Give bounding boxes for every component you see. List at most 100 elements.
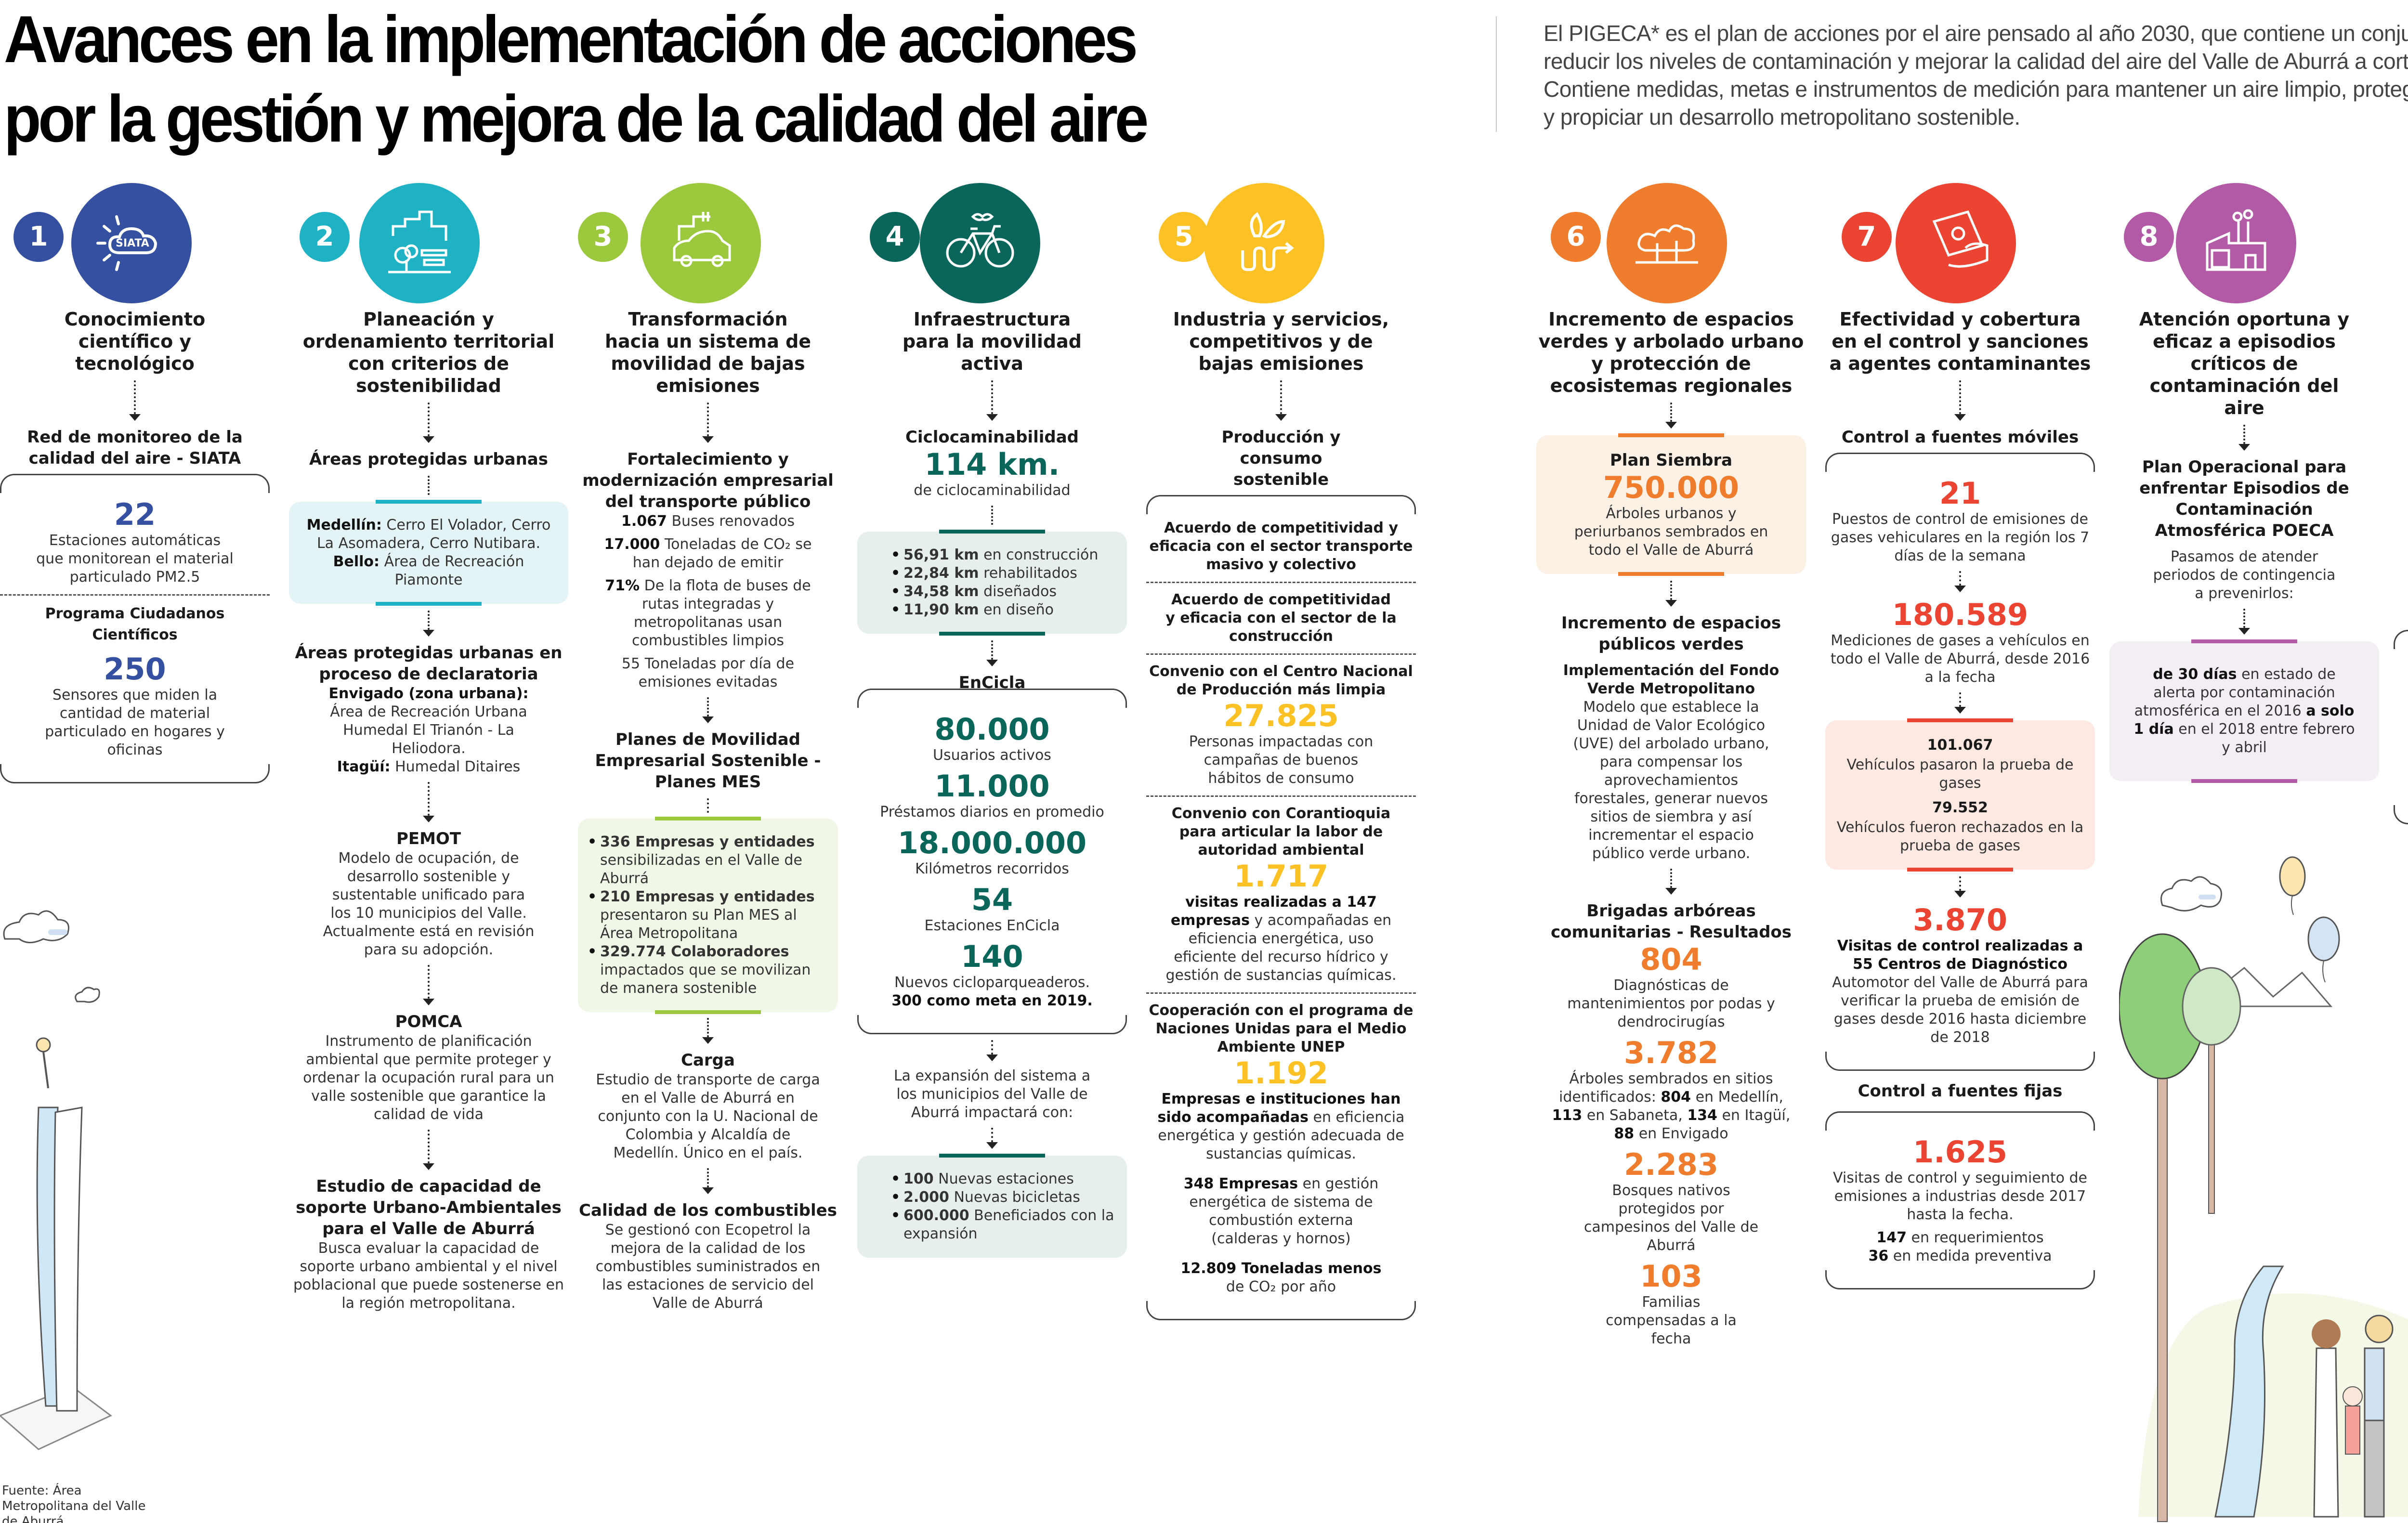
pemot-text: Modelo de ocupación, de desarrollo soste… (323, 850, 535, 958)
stat-value: 80.000 (934, 712, 1050, 747)
plan-siembra-title: Plan Siembra (1610, 451, 1733, 470)
bracket-top (0, 474, 270, 493)
stat-value: 140 (961, 939, 1023, 974)
stat-value: 11.000 (934, 768, 1050, 804)
page-title: Avances en la implementación de acciones… (4, 0, 1360, 159)
expansion-panel: 100 Nuevas estaciones 2.000 Nuevas bicic… (857, 1154, 1127, 1258)
bracket-top (1825, 1111, 2095, 1131)
axis-number-badge: 5 (1159, 212, 1209, 262)
rejected-label: Vehículos fueron rechazados en la prueba… (1836, 819, 2084, 854)
subsection-title: Ciclocaminabilidad (905, 428, 1079, 447)
electric-car-icon (641, 183, 761, 303)
stat-value: 27.825 (1223, 698, 1339, 733)
factory-icon (2176, 183, 2296, 303)
axis-number-badge: 6 (1551, 212, 1601, 262)
stat-value: 3.870 (1912, 902, 2008, 937)
gas-test-panel: 101.067 Vehículos pasaron la prueba de g… (1825, 718, 2095, 872)
family-illustration (2312, 1315, 2394, 1518)
axis-7: 7 Efectividad y cobertura en el control … (1825, 183, 2095, 1294)
estudio-text: Busca evaluar la capacidad de soporte ur… (293, 1240, 564, 1312)
flow-arrow (701, 697, 715, 723)
balloon-yellow-icon (2279, 856, 2306, 915)
flow-arrow (421, 403, 436, 443)
stat-value: 18.000.000 (897, 825, 1087, 860)
axis-number-badge: 3 (578, 212, 628, 262)
stat-value: 3.782 (1623, 1035, 1719, 1070)
bracket-bottom (0, 764, 270, 783)
flow-arrow (985, 640, 999, 666)
axis-title: Incremento de espacios verdes y arbolado… (1538, 309, 1804, 396)
title-line-1: Avances en la implementación de acciones (4, 2, 1138, 77)
source-note: Fuente: Área Metropolitana del Valle de … (2, 1484, 146, 1523)
axis-number-badge: 1 (13, 212, 64, 262)
flow-arrow (421, 1130, 436, 1170)
combustibles-text: Se gestionó con Ecopetrol la mejora de l… (595, 1222, 821, 1312)
divider (1146, 582, 1416, 583)
stat-label: Familias compensadas a la fecha (1606, 1294, 1737, 1347)
axis-title: Infraestructura para la movilidad activa (903, 309, 1082, 374)
rejected-value: 79.552 (1932, 799, 1988, 816)
subsection-title: Control a fuentes fijas (1858, 1081, 2063, 1101)
list-item: 600.000 Beneficiados con la expansión (891, 1207, 1117, 1243)
leaf-growth-icon (1204, 183, 1324, 303)
intro-paragraph: El PIGECA* es el plan de acciones por el… (1544, 21, 2408, 130)
axis-8: 8 Atención oportuna y eficaz a episodios… (2109, 183, 2379, 788)
axis-number-badge: 4 (870, 212, 920, 262)
carga-text: Estudio de transporte de carga en el Val… (596, 1071, 820, 1161)
subsection-title: Planes de Movilidad Empresarial Sostenib… (595, 730, 821, 792)
header-divider (1496, 16, 1497, 132)
axis-title: Efectividad y cobertura en el control y … (1829, 309, 2091, 374)
bracket-bottom (1825, 1270, 2095, 1289)
passed-value: 101.067 (1927, 737, 1993, 754)
stat-label: Mediciones de gases a vehículos en todo … (1830, 632, 2090, 686)
flow-arrow (1664, 869, 1678, 895)
landscape-illustration (2119, 856, 2408, 1522)
acuerdo-construccion: Acuerdo de competitividad y eficacia con… (1165, 591, 1397, 645)
axis-title: Industria y servicios, competitivos y de… (1173, 309, 1389, 374)
divider (1146, 653, 1416, 655)
bracket-top (1825, 453, 2095, 472)
stat-label: Bosques nativos protegidos por campesino… (1584, 1182, 1759, 1254)
emissions-avoided: 55 Toneladas por día de emisiones evitad… (621, 655, 795, 690)
axis-title: Conocimiento científico y tecnológico (64, 309, 206, 374)
stat-label: Sensores que miden la cantidad de materi… (45, 687, 225, 758)
flow-arrow (1664, 403, 1678, 429)
meta-2019: 300 como meta en 2019. (891, 992, 1093, 1009)
list-item: 100 Nuevas estaciones (891, 1170, 1117, 1188)
subsection-title: Fortalecimiento y modernización empresar… (582, 450, 834, 511)
program-title: Programa Ciudadanos Científicos (45, 605, 225, 643)
stat-label: Estaciones EnCicla (924, 917, 1060, 934)
km-label: de ciclocaminabilidad (914, 482, 1071, 499)
pomca-text: Instrumento de planificación ambiental q… (303, 1033, 554, 1123)
combustibles-title: Calidad de los combustibles (579, 1201, 837, 1220)
flow-arrow (701, 798, 715, 813)
stat-value: 103 (1640, 1259, 1702, 1294)
subsection-title: Incremento de espacios públicos verdes (1561, 613, 1781, 654)
stat-value: 750.000 (1603, 470, 1740, 505)
acuerdo-transporte: Acuerdo de competitividad y eficacia con… (1149, 520, 1413, 573)
poeca-panel: de 30 días en estado de alerta por conta… (2109, 639, 2379, 783)
flow-arrow (701, 403, 715, 443)
fondo-verde-title: Implementación del Fondo Verde Metropoli… (1563, 662, 1780, 697)
stat-label: Visitas de control y seguimiento de emis… (1833, 1170, 2087, 1223)
stat-label: Puestos de control de emisiones de gases… (1831, 511, 2090, 564)
stat-label: Personas impactadas con campañas de buen… (1189, 733, 1374, 787)
divider (1146, 992, 1416, 994)
stat-label: Nuevos cicloparqueaderos. (894, 974, 1090, 991)
list-item: 336 Empresas y entidades sensibilizadas … (588, 833, 828, 888)
trees-icon (1607, 183, 1727, 303)
pemot-title: PEMOT (396, 829, 461, 848)
flow-arrow (701, 1168, 715, 1194)
axis-title: Planeación y ordenamiento territorial co… (302, 309, 555, 396)
stat-label: Árboles urbanos y periurbanos sembrados … (1574, 505, 1768, 559)
axis-6: 6 Incremento de espacios verdes y arbola… (1536, 183, 1806, 1348)
flow-arrow (1664, 581, 1678, 607)
stat-label: Estaciones automáticas que monitorean el… (36, 532, 234, 586)
stat-value: 22 (114, 497, 156, 532)
stat-value: 180.589 (1892, 597, 2028, 632)
flow-arrow (2237, 609, 2251, 635)
stat-label: Usuarios activos (933, 747, 1051, 764)
km-panel: 56,91 km en construcción 22,84 km rehabi… (857, 530, 1127, 636)
flow-arrow (421, 782, 436, 822)
estudio-title: Estudio de capacidad de soporte Urbano-A… (296, 1177, 562, 1238)
